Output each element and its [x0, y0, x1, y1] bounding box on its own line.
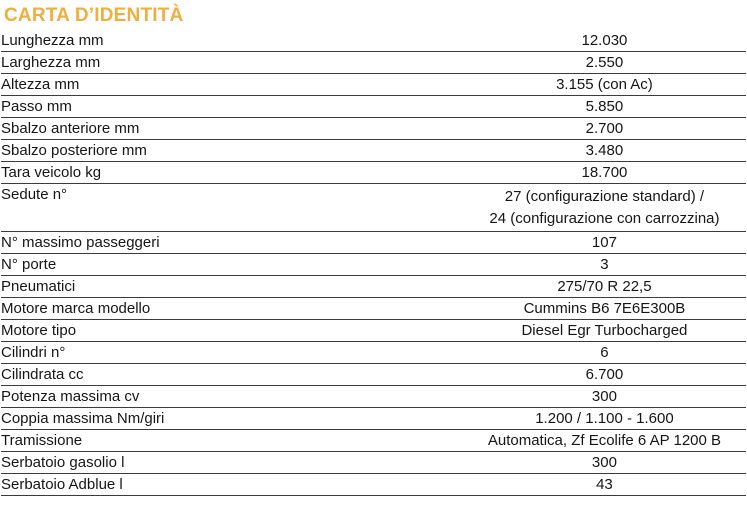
- spec-label: Larghezza mm: [1, 51, 463, 74]
- table-row: Lunghezza mm 12.030: [1, 30, 746, 52]
- spec-value: 300: [462, 451, 746, 474]
- table-row: Tramissione Automatica, Zf Ecolife 6 AP …: [1, 429, 746, 452]
- spec-label: Passo mm: [1, 95, 463, 118]
- spec-value: 6: [462, 341, 746, 364]
- table-row: Pneumatici 275/70 R 22,5: [1, 275, 746, 298]
- spec-value: 2.700: [462, 117, 746, 140]
- spec-label: N° porte: [1, 253, 463, 276]
- spec-label: Sedute n°: [1, 183, 463, 232]
- table-row: Coppia massima Nm/giri 1.200 / 1.100 - 1…: [1, 407, 746, 430]
- spec-value: 18.700: [462, 161, 746, 184]
- table-row: Cilindrata cc 6.700: [1, 363, 746, 386]
- spec-label: Motore marca modello: [1, 297, 463, 320]
- spec-label: Lunghezza mm: [1, 30, 463, 52]
- spec-value: 300: [462, 385, 746, 408]
- spec-value: 3.480: [462, 139, 746, 162]
- spec-label: N° massimo passeggeri: [1, 231, 463, 254]
- spec-table: Lunghezza mm 12.030 Larghezza mm 2.550 A…: [1, 30, 746, 496]
- table-row: Cilindri n° 6: [1, 341, 746, 364]
- spec-label: Tara veicolo kg: [1, 161, 463, 184]
- spec-value: 2.550: [462, 51, 746, 74]
- spec-value: 107: [462, 231, 746, 254]
- spec-value: 1.200 / 1.100 - 1.600: [462, 407, 746, 430]
- spec-value: 275/70 R 22,5: [462, 275, 746, 298]
- table-row: Tara veicolo kg 18.700: [1, 161, 746, 184]
- spec-table-body: Lunghezza mm 12.030 Larghezza mm 2.550 A…: [1, 30, 746, 496]
- table-row: Serbatoio Adblue l 43: [1, 473, 746, 496]
- spec-label: Serbatoio Adblue l: [1, 473, 463, 496]
- spec-value: 12.030: [462, 30, 746, 52]
- spec-label: Altezza mm: [1, 73, 463, 96]
- spec-label: Tramissione: [1, 429, 463, 452]
- table-row: N° massimo passeggeri 107: [1, 231, 746, 254]
- table-row: Larghezza mm 2.550: [1, 51, 746, 74]
- table-row: Motore marca modello Cummins B6 7E6E300B: [1, 297, 746, 320]
- table-row: Motore tipo Diesel Egr Turbocharged: [1, 319, 746, 342]
- spec-sheet-page: CARTA D’IDENTITÀ Lunghezza mm 12.030 Lar…: [1, 5, 746, 496]
- table-row: Altezza mm 3.155 (con Ac): [1, 73, 746, 96]
- table-row: Passo mm 5.850: [1, 95, 746, 118]
- table-row: N° porte 3: [1, 253, 746, 276]
- spec-label: Motore tipo: [1, 319, 463, 342]
- table-row: Sedute n° 27 (configurazione standard) /…: [1, 183, 746, 232]
- spec-value: 43: [462, 473, 746, 496]
- spec-value: Cummins B6 7E6E300B: [462, 297, 746, 320]
- spec-value: 27 (configurazione standard) / 24 (confi…: [462, 183, 746, 232]
- spec-label: Potenza massima cv: [1, 385, 463, 408]
- spec-label: Coppia massima Nm/giri: [1, 407, 463, 430]
- table-row: Sbalzo anteriore mm 2.700: [1, 117, 746, 140]
- spec-label: Serbatoio gasolio l: [1, 451, 463, 474]
- spec-label: Cilindrata cc: [1, 363, 463, 386]
- page-title: CARTA D’IDENTITÀ: [4, 5, 184, 26]
- spec-label: Sbalzo posteriore mm: [1, 139, 463, 162]
- table-row: Serbatoio gasolio l 300: [1, 451, 746, 474]
- spec-label: Pneumatici: [1, 275, 463, 298]
- spec-value: 5.850: [462, 95, 746, 118]
- spec-label: Cilindri n°: [1, 341, 463, 364]
- spec-value: 6.700: [462, 363, 746, 386]
- table-row: Potenza massima cv 300: [1, 385, 746, 408]
- spec-value: Diesel Egr Turbocharged: [462, 319, 746, 342]
- spec-label: Sbalzo anteriore mm: [1, 117, 463, 140]
- spec-value: Automatica, Zf Ecolife 6 AP 1200 B: [462, 429, 746, 452]
- table-row: Sbalzo posteriore mm 3.480: [1, 139, 746, 162]
- spec-value: 3: [462, 253, 746, 276]
- spec-value: 3.155 (con Ac): [462, 73, 746, 96]
